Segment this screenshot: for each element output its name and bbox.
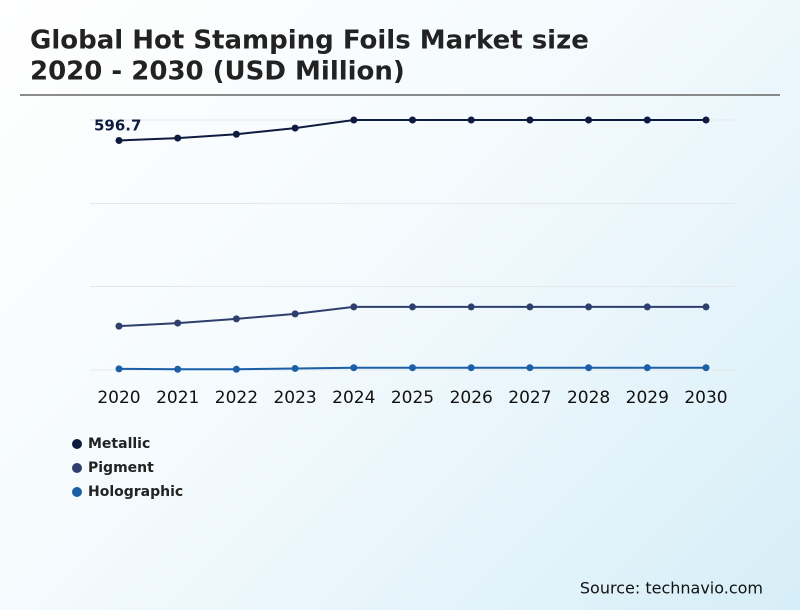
x-tick-label: 2026: [450, 388, 493, 408]
data-point: [409, 116, 416, 124]
source: Source: technavio.com: [580, 579, 763, 598]
x-tick-label: 2028: [567, 388, 610, 408]
data-point: [643, 116, 651, 124]
data-point: [526, 303, 534, 311]
data-point: [115, 365, 123, 373]
data-point: [115, 322, 123, 330]
legend-label: Metallic: [88, 436, 150, 452]
data-point: [526, 116, 534, 124]
data-point: [174, 365, 182, 373]
data-point: [232, 130, 240, 138]
legend-label: Pigment: [88, 460, 154, 476]
data-point: [350, 303, 358, 311]
data-point: [643, 364, 651, 372]
data-point: [585, 364, 593, 372]
data-point: [409, 364, 416, 372]
data-point: [291, 124, 299, 132]
data-point: [526, 364, 534, 372]
data-point: [585, 303, 593, 311]
data-point: [350, 116, 358, 124]
legend-label: Holographic: [88, 484, 183, 500]
x-tick-label: 2022: [215, 388, 258, 408]
chart-title: Global Hot Stamping Foils Market size: [30, 26, 589, 56]
x-tick-label: 2025: [391, 388, 434, 408]
data-point: [467, 116, 475, 124]
x-tick-label: 2021: [156, 388, 199, 408]
data-point: [174, 319, 182, 327]
x-tick-label: 2027: [508, 388, 551, 408]
data-point: [291, 364, 299, 372]
data-point: [585, 116, 593, 124]
x-tick-label: 2029: [626, 388, 669, 408]
x-tick-label: 2030: [684, 388, 727, 408]
data-point: [702, 303, 710, 311]
data-point: [702, 364, 710, 372]
data-point: [702, 116, 710, 124]
legend-marker: [72, 463, 82, 473]
data-point: [350, 364, 358, 372]
data-point: [232, 365, 240, 373]
legend-marker: [72, 439, 82, 449]
x-tick-label: 2024: [332, 388, 375, 408]
data-point: [291, 310, 299, 318]
chart-title: 2020 - 2030 (USD Million): [30, 57, 405, 87]
data-point: [409, 303, 416, 311]
data-point: [643, 303, 651, 311]
legend-marker: [72, 487, 82, 497]
data-point: [115, 137, 123, 144]
x-tick-label: 2020: [97, 388, 140, 408]
data-point: [467, 303, 475, 311]
data-label: 596.7: [94, 117, 141, 135]
data-point: [232, 315, 240, 323]
data-point: [467, 364, 475, 372]
data-point: [174, 134, 182, 142]
x-tick-label: 2023: [273, 388, 316, 408]
